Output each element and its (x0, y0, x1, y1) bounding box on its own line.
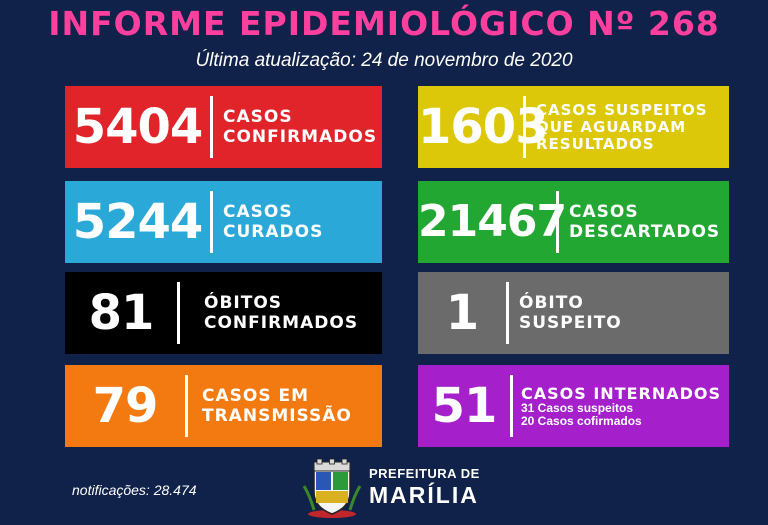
card-discarded: 21467 CASOS DESCARTADOS (418, 181, 729, 263)
suspected-count: 1603 (418, 99, 549, 155)
cured-count: 5244 (72, 194, 204, 250)
cured-label: CASOS CURADOS (223, 202, 324, 242)
hospitalized-detail: 31 Casos suspeitos 20 Casos cofirmados (521, 400, 642, 428)
last-update: Última atualização: 24 de novembro de 20… (195, 50, 573, 71)
report-title: INFORME EPIDEMIOLÓGICO Nº 268 (48, 4, 720, 43)
divider (506, 282, 509, 344)
hospitalized-label: CASOS INTERNADOS (521, 383, 722, 403)
card-suspected: 1603 CASOS SUSPEITOS QUE AGUARDAM RESULT… (418, 86, 729, 168)
confirmed-label: CASOS CONFIRMADOS (223, 107, 378, 147)
card-hospitalized: 51 CASOS INTERNADOS 31 Casos suspeitos 2… (418, 365, 729, 447)
divider (210, 191, 213, 253)
confirmed-count: 5404 (72, 99, 204, 155)
divider (556, 191, 559, 253)
card-confirmed: 5404 CASOS CONFIRMADOS (65, 86, 382, 168)
hospitalized-count: 51 (431, 378, 498, 434)
divider (510, 375, 513, 437)
divider (185, 375, 188, 437)
card-deaths: 81 ÓBITOS CONFIRMADOS (65, 272, 382, 354)
notifications-count: notificações: 28.474 (72, 482, 197, 498)
divider (523, 96, 526, 158)
divider (177, 282, 180, 344)
city-crest-logo (302, 458, 362, 518)
card-transmission: 79 CASOS EM TRANSMISSÃO (65, 365, 382, 447)
suspect-death-count: 1 (445, 285, 479, 341)
card-suspect-death: 1 ÓBITO SUSPEITO (418, 272, 729, 354)
prefeitura-label: PREFEITURA DE (369, 466, 480, 481)
transmission-label: CASOS EM TRANSMISSÃO (202, 386, 352, 426)
card-cured: 5244 CASOS CURADOS (65, 181, 382, 263)
transmission-count: 79 (92, 378, 159, 434)
divider (210, 96, 213, 158)
prefeitura-brand: PREFEITURA DE MARÍLIA (369, 466, 480, 509)
suspect-death-label: ÓBITO SUSPEITO (519, 293, 622, 333)
deaths-count: 81 (88, 285, 155, 341)
suspected-label: CASOS SUSPEITOS QUE AGUARDAM RESULTADOS (536, 100, 708, 153)
city-name: MARÍLIA (369, 482, 479, 508)
discarded-count: 21467 (418, 196, 567, 247)
discarded-label: CASOS DESCARTADOS (569, 202, 721, 242)
deaths-label: ÓBITOS CONFIRMADOS (204, 293, 359, 333)
